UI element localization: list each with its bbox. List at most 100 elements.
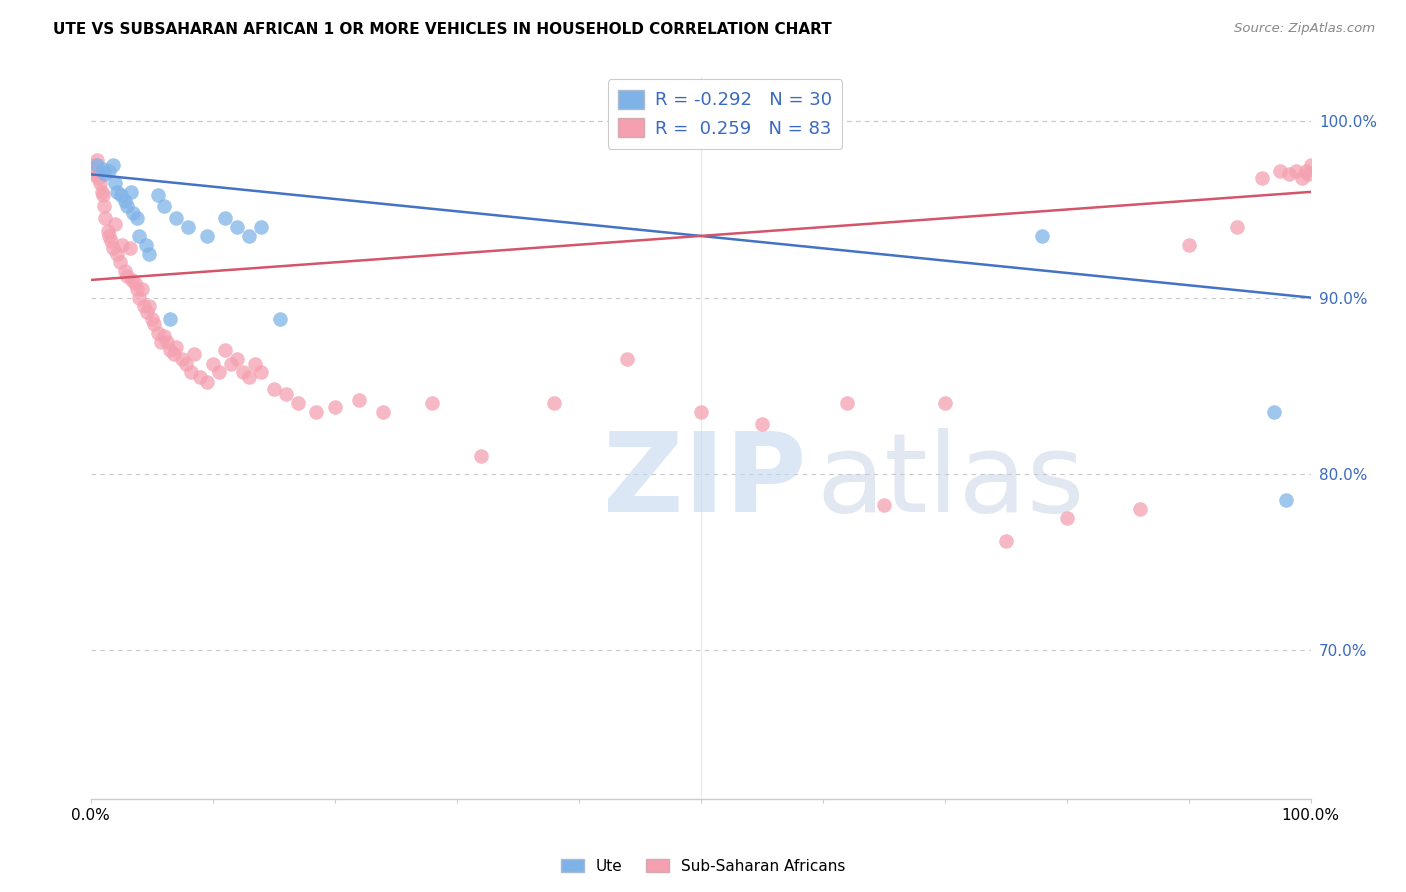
Point [245, 358, 267, 372]
Point [1226, 220, 1249, 235]
Point [89, 163, 111, 178]
Point [124, 277, 146, 291]
Point [751, 417, 773, 432]
Point [470, 449, 492, 463]
Point [1295, 163, 1317, 178]
Point [1056, 510, 1078, 524]
Point [91, 161, 114, 176]
Point [1285, 163, 1308, 178]
Text: ZIP: ZIP [603, 428, 807, 535]
Point [125, 211, 148, 226]
Point [90, 185, 112, 199]
Point [226, 220, 249, 235]
Point [172, 352, 194, 367]
Point [131, 282, 153, 296]
Point [141, 311, 163, 326]
Point [89, 176, 111, 190]
Point [616, 352, 638, 367]
Point [115, 199, 138, 213]
Point [165, 340, 187, 354]
Point [150, 334, 173, 349]
Point [94, 167, 117, 181]
Point [108, 255, 131, 269]
Point [543, 396, 565, 410]
Point [146, 188, 169, 202]
Point [104, 217, 127, 231]
Point [872, 499, 894, 513]
Point [1299, 159, 1322, 173]
Point [101, 159, 124, 173]
Point [238, 228, 260, 243]
Point [111, 237, 134, 252]
Point [118, 241, 141, 255]
Point [134, 299, 156, 313]
Point [159, 343, 181, 358]
Point [115, 269, 138, 284]
Point [94, 211, 117, 226]
Point [250, 220, 273, 235]
Point [195, 228, 218, 243]
Legend: R = -0.292   N = 30, R =  0.259   N = 83: R = -0.292 N = 30, R = 0.259 N = 83 [607, 79, 842, 149]
Point [323, 400, 346, 414]
Point [373, 405, 395, 419]
Point [1291, 170, 1313, 185]
Point [214, 343, 236, 358]
Point [138, 299, 160, 313]
Point [1031, 228, 1053, 243]
Point [86, 153, 108, 168]
Point [165, 211, 187, 226]
Point [420, 396, 443, 410]
Point [128, 291, 150, 305]
Point [1275, 493, 1298, 508]
Point [143, 317, 166, 331]
Point [87, 170, 110, 185]
Point [93, 199, 115, 213]
Point [994, 533, 1017, 548]
Point [208, 365, 231, 379]
Point [1278, 167, 1301, 181]
Point [269, 311, 291, 326]
Point [134, 237, 156, 252]
Point [1268, 163, 1291, 178]
Point [97, 228, 120, 243]
Point [263, 382, 285, 396]
Point [91, 188, 114, 202]
Point [835, 396, 858, 410]
Point [97, 163, 120, 178]
Point [159, 311, 181, 326]
Point [153, 329, 176, 343]
Point [138, 246, 160, 260]
Point [1129, 502, 1152, 516]
Point [232, 365, 254, 379]
Point [82, 167, 104, 181]
Point [274, 387, 297, 401]
Point [107, 185, 129, 199]
Point [347, 392, 370, 407]
Point [110, 188, 132, 202]
Point [201, 358, 224, 372]
Point [146, 326, 169, 340]
Point [86, 159, 108, 173]
Point [104, 176, 127, 190]
Point [238, 369, 260, 384]
Point [122, 206, 145, 220]
Point [183, 347, 205, 361]
Point [84, 163, 107, 178]
Point [101, 241, 124, 255]
Point [177, 220, 200, 235]
Point [1250, 170, 1272, 185]
Point [226, 352, 249, 367]
Point [114, 264, 136, 278]
Point [1296, 167, 1319, 181]
Point [128, 228, 150, 243]
Point [83, 159, 105, 173]
Text: Source: ZipAtlas.com: Source: ZipAtlas.com [1234, 22, 1375, 36]
Point [219, 358, 242, 372]
Point [174, 358, 197, 372]
Point [689, 405, 711, 419]
Point [287, 396, 309, 410]
Point [153, 199, 176, 213]
Point [97, 224, 120, 238]
Point [195, 375, 218, 389]
Point [120, 185, 142, 199]
